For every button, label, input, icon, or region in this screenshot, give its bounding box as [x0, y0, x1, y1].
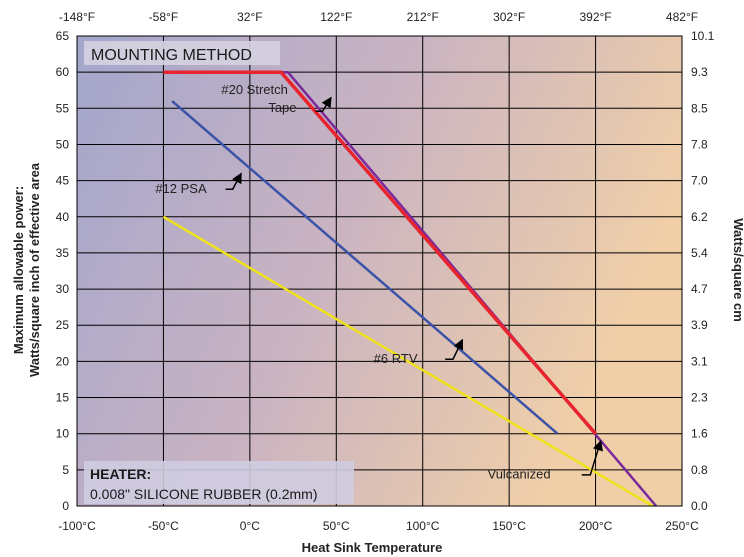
- y-tick-label: 10: [56, 427, 70, 441]
- x-tick-label: 50°C: [323, 519, 350, 533]
- plot-border: [76, 35, 683, 507]
- y2-tick-label: 2.3: [691, 391, 708, 405]
- x2-tick-label: -148°F: [59, 10, 95, 24]
- y-tick-label: 15: [56, 391, 70, 405]
- x-tick-label: 200°C: [579, 519, 613, 533]
- y2-tick-label: 0.0: [691, 499, 708, 513]
- series-line-6-rtv: [162, 215, 654, 508]
- x-axis-title: Heat Sink Temperature: [302, 540, 443, 555]
- y2-tick-label: 4.7: [691, 282, 708, 296]
- heater-label: HEATER:: [90, 466, 151, 482]
- series-group: [162, 70, 658, 508]
- y2-tick-label: 9.3: [691, 65, 708, 79]
- y-tick-label: 5: [62, 463, 69, 477]
- y-tick-label: 20: [56, 354, 70, 368]
- series-line-12-psa: [171, 100, 559, 435]
- x-tick-label: 250°C: [665, 519, 699, 533]
- y2-tick-label: 10.1: [691, 29, 715, 43]
- annotation-arrow: [445, 338, 464, 360]
- y-tick-label: 60: [56, 65, 70, 79]
- y2-tick-label: 3.1: [691, 354, 708, 368]
- y-tick-label: 25: [56, 318, 70, 332]
- x-tick-label: -50°C: [148, 519, 179, 533]
- x-tick-label: 150°C: [492, 519, 526, 533]
- x-tick-label: 0°C: [240, 519, 260, 533]
- y-axis-title-line2: Watts/square inch of effective area: [27, 162, 42, 377]
- mounting-method-label: MOUNTING METHOD: [91, 47, 252, 64]
- x2-tick-label: 302°F: [493, 10, 525, 24]
- x2-tick-label: 122°F: [320, 10, 352, 24]
- annotation-arrow: [315, 96, 332, 112]
- x2-tick-label: 212°F: [407, 10, 439, 24]
- annotation-label: Vulcanized: [488, 467, 551, 482]
- y-tick-label: 0: [62, 499, 69, 513]
- y2-axis-title: Watts/square cm: [731, 218, 744, 322]
- x2-tick-label: 482°F: [666, 10, 698, 24]
- x-tick-label: 100°C: [406, 519, 440, 533]
- y2-tick-label: 8.5: [691, 101, 708, 115]
- annotation-label: #6 RTV: [374, 351, 418, 366]
- ticks: -100°C -50°C 0°C 50°C 100°C 150°C 200°C 250°C -1…: [56, 10, 715, 533]
- x2-tick-label: 32°F: [237, 10, 262, 24]
- annotation-arrow: [581, 439, 603, 476]
- y-tick-label: 40: [56, 210, 70, 224]
- annotation-label: #20 Stretch: [221, 82, 288, 97]
- heater-description: 0.008" SILICONE RUBBER (0.2mm): [90, 486, 317, 502]
- series-line-20-stretch-tape: [163, 70, 597, 435]
- y-tick-label: 55: [56, 101, 70, 115]
- annotation-arrow: [225, 172, 242, 191]
- y2-tick-label: 3.9: [691, 318, 708, 332]
- plot-area: [77, 36, 682, 506]
- y-axis-title-line1: Maximum allowable power:: [11, 186, 26, 354]
- y-tick-label: 45: [56, 174, 70, 188]
- y-tick-label: 50: [56, 137, 70, 151]
- y2-tick-label: 7.8: [691, 137, 708, 151]
- annotations: #20 Stretch Tape #12 PSA #6 RTV Vulcanized: [155, 82, 603, 482]
- y-tick-label: 65: [56, 29, 70, 43]
- y-tick-label: 35: [56, 246, 70, 260]
- annotation-label: #12 PSA: [155, 181, 207, 196]
- x-tick-label: -100°C: [58, 519, 96, 533]
- heater-box: [84, 461, 354, 504]
- y2-tick-label: 7.0: [691, 174, 708, 188]
- y2-tick-label: 5.4: [691, 246, 708, 260]
- y2-tick-label: 6.2: [691, 210, 708, 224]
- y2-tick-label: 1.6: [691, 427, 708, 441]
- mounting-method-box: [84, 41, 280, 65]
- x2-tick-label: 392°F: [579, 10, 611, 24]
- y-tick-label: 30: [56, 282, 70, 296]
- x2-tick-label: -58°F: [149, 10, 178, 24]
- y2-tick-label: 0.8: [691, 463, 708, 477]
- annotation-label: Tape: [268, 100, 296, 115]
